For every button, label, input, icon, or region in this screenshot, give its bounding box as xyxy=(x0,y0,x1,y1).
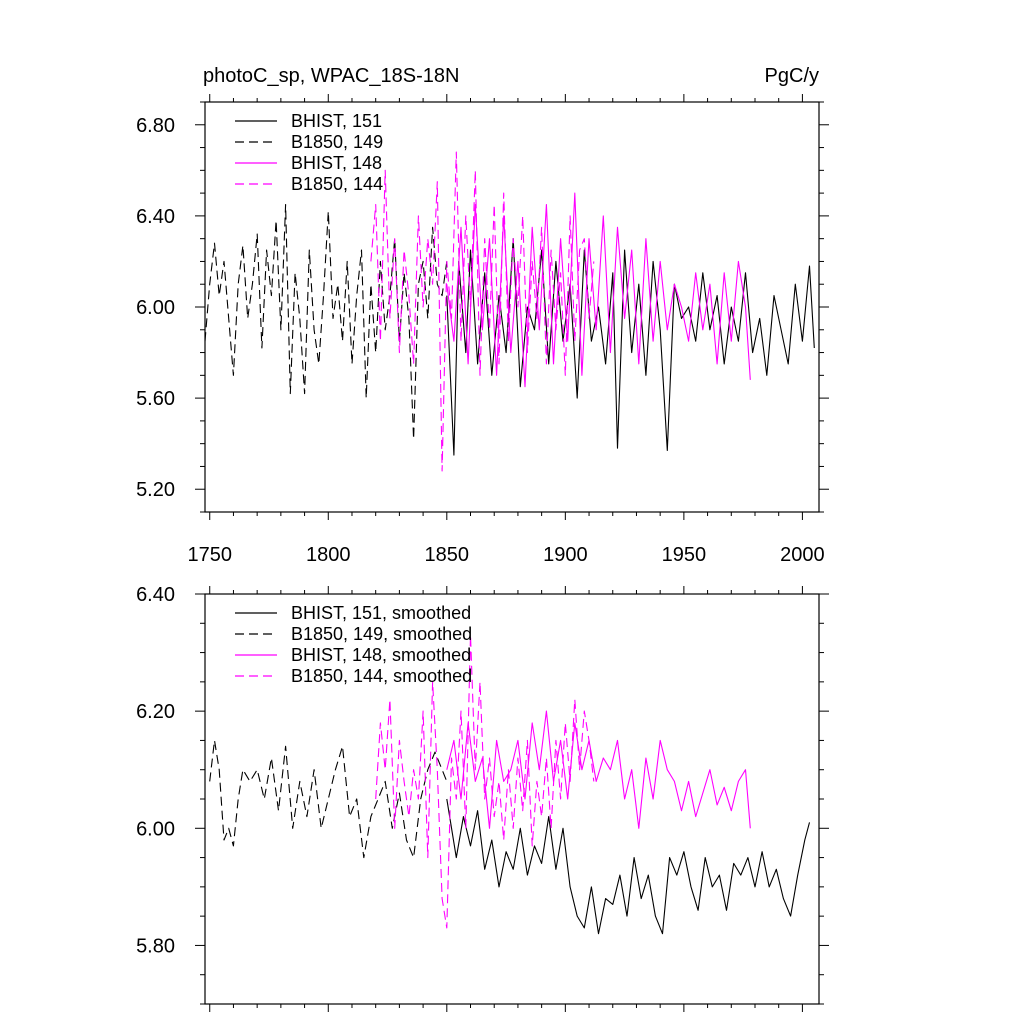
y-tick-label: 6.20 xyxy=(136,701,175,723)
legend-label: B1850, 144, smoothed xyxy=(291,666,472,686)
series-line-4 xyxy=(375,634,595,929)
series-line-4 xyxy=(370,151,595,472)
x-tick-label: 1750 xyxy=(187,544,232,566)
legend-label: B1850, 149, smoothed xyxy=(291,624,472,644)
legend-label: B1850, 144 xyxy=(291,174,383,194)
x-tick-label: 1800 xyxy=(306,544,351,566)
x-tick-label: 1950 xyxy=(662,544,707,566)
legend-label: BHIST, 148, smoothed xyxy=(291,645,471,665)
bottom-plot-ticks: 5.80 6.00 6.20 6.40 xyxy=(136,584,829,1012)
x-tick-label: 1850 xyxy=(425,544,470,566)
series-line-2 xyxy=(204,203,448,440)
y-tick-label: 6.40 xyxy=(136,584,175,606)
series-line-3 xyxy=(446,192,751,388)
y-tick-label: 6.40 xyxy=(136,206,175,228)
y-tick-label: 6.00 xyxy=(136,297,175,319)
bottom-plot-series xyxy=(209,634,811,935)
legend-label: BHIST, 151 xyxy=(291,111,382,131)
y-tick-label: 5.80 xyxy=(136,935,175,957)
top-plot-units: PgC/y xyxy=(765,65,819,87)
legend-label: BHIST, 151, smoothed xyxy=(291,603,471,623)
series-line-1 xyxy=(446,798,811,935)
top-plot-ticks: 1750 1800 1850 1900 1950 2000 5.20 5.60 6.00 6.40… xyxy=(136,94,829,566)
bottom-plot-panel: 5.806.006.206.40 BHIST, 151, smoothedB18… xyxy=(136,584,829,1012)
x-tick-label: 1900 xyxy=(543,544,588,566)
legend-label: BHIST, 148 xyxy=(291,153,382,173)
y-tick-label: 5.20 xyxy=(136,479,175,501)
legend-label: B1850, 149 xyxy=(291,132,383,152)
series-line-3 xyxy=(446,710,751,829)
top-plot-series xyxy=(204,151,815,472)
series-line-1 xyxy=(446,238,815,456)
x-tick-label: 2000 xyxy=(780,544,825,566)
top-plot-title: photoC_sp, WPAC_18S-18N xyxy=(203,65,459,87)
y-tick-label: 5.60 xyxy=(136,388,175,410)
top-plot-panel: photoC_sp, WPAC_18S-18N PgC/y 1750 1800 18… xyxy=(136,65,829,566)
y-tick-label: 6.80 xyxy=(136,115,175,137)
y-tick-label: 6.00 xyxy=(136,818,175,840)
series-line-2 xyxy=(209,739,448,859)
